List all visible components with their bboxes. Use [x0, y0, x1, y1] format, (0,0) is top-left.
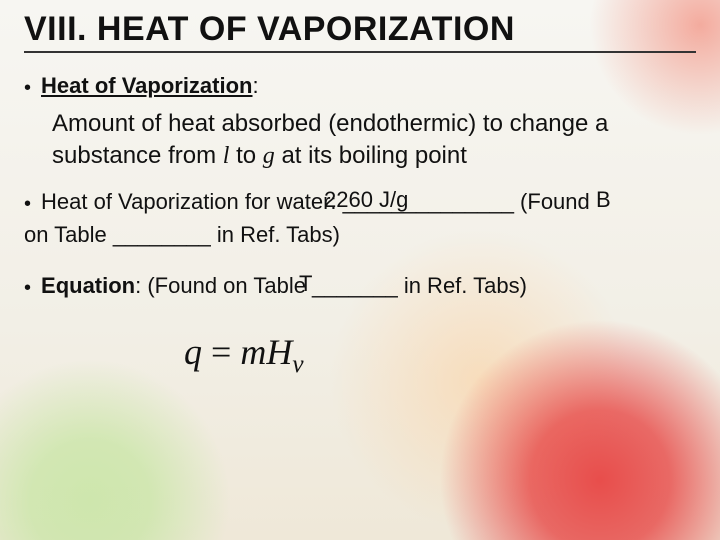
bullet1-text: Heat of Vaporization: [41, 71, 259, 101]
bullet-heat-of-vaporization: • Heat of Vaporization: [24, 71, 696, 102]
bullet-dot-icon: • [24, 191, 31, 218]
bullet2-line1: Heat of Vaporization for water: ________… [41, 187, 590, 217]
definition-post: at its boiling point [275, 142, 467, 169]
eq-sub-v: v [292, 352, 303, 379]
bullet-dot-icon: • [24, 275, 31, 302]
bullet3-text: Equation: (Found on Table _______ in Ref… [41, 271, 527, 301]
bullet1-term: Heat of Vaporization [41, 73, 252, 98]
equation: q = mHv [184, 328, 696, 382]
definition-mid: to [229, 142, 262, 169]
bullet-dot-icon: • [24, 75, 31, 102]
eq-q: q [184, 332, 202, 372]
eq-H: H [266, 332, 292, 372]
definition-g: g [263, 143, 275, 169]
slide-content: • Heat of Vaporization: Amount of heat a… [24, 71, 696, 383]
bullet2-line2: on Table ________ in Ref. Tabs) [24, 220, 696, 250]
bullet1-colon: : [253, 73, 259, 98]
bullet-water-value: • Heat of Vaporization for water: ______… [24, 187, 696, 250]
slide-title: VIII. HEAT OF VAPORIZATION [24, 10, 696, 53]
bullet3-label: Equation [41, 273, 135, 298]
eq-equals: = [202, 332, 240, 372]
bullet3-rest: : (Found on Table _______ in Ref. Tabs) [135, 273, 527, 298]
bullet-equation: • Equation: (Found on Table _______ in R… [24, 271, 696, 302]
slide: VIII. HEAT OF VAPORIZATION • Heat of Vap… [0, 0, 720, 540]
eq-m: m [240, 332, 266, 372]
definition-paragraph: Amount of heat absorbed (endothermic) to… [52, 108, 696, 173]
